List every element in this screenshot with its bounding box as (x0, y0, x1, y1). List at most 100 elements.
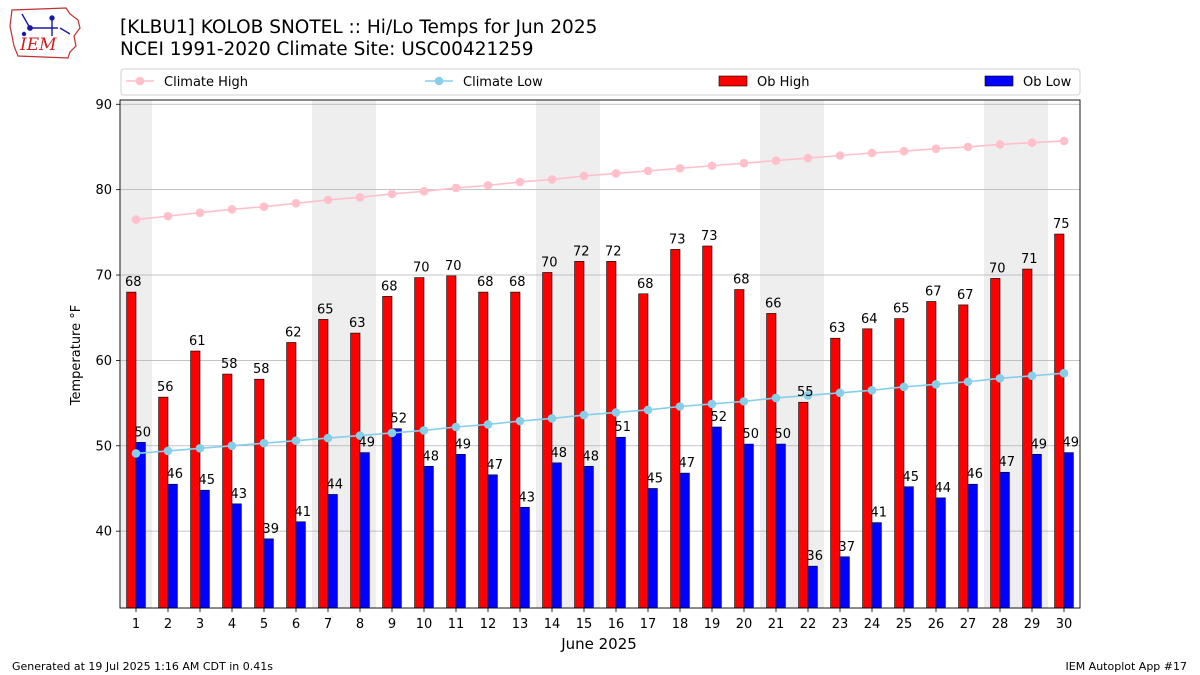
x-tick-label-1: 1 (132, 617, 140, 632)
ob-low-label-19: 52 (710, 410, 727, 425)
ob-low-label-6: 41 (294, 505, 311, 520)
ob-high-bar-19 (702, 245, 713, 609)
ob-high-label-13: 68 (509, 275, 526, 290)
x-tick-label-7: 7 (324, 617, 332, 632)
ob-low-label-2: 46 (166, 467, 183, 482)
ob-low-bar-23 (839, 556, 850, 609)
ob-high-bar-28 (990, 278, 1001, 609)
x-tick-label-15: 15 (576, 617, 593, 632)
x-tick-label-14: 14 (544, 617, 561, 632)
climate-low-point-18 (675, 402, 685, 411)
ob-high-label-28: 70 (989, 261, 1006, 276)
ob-high-label-4: 58 (221, 357, 238, 372)
ob-low-bar-2 (167, 483, 178, 609)
x-tick-label-20: 20 (736, 617, 753, 632)
ob-high-label-22: 55 (797, 385, 814, 400)
climate-low-point-1 (131, 449, 141, 458)
ob-low-bar-22 (807, 565, 818, 609)
climate-high-point-23 (835, 151, 845, 160)
ob-low-bar-28 (999, 471, 1010, 609)
climate-low-point-27 (963, 377, 973, 387)
climate-low-point-16 (611, 408, 621, 417)
climate-high-point-26 (931, 144, 941, 153)
ob-high-label-20: 68 (733, 273, 750, 288)
x-tick-label-18: 18 (672, 617, 689, 632)
ob-high-bar-26 (926, 301, 937, 609)
climate-high-point-22 (803, 153, 813, 163)
iem-logo: IEM (9, 7, 81, 59)
ob-low-bar-12 (487, 474, 498, 609)
climate-low-point-7 (323, 433, 333, 443)
ob-low-bar-24 (871, 522, 882, 609)
x-tick-label-9: 9 (388, 617, 396, 632)
ob-high-bar-15 (574, 261, 585, 609)
ob-low-bar-4 (231, 503, 242, 609)
ob-low-bar-13 (519, 506, 530, 609)
ob-low-label-24: 41 (870, 506, 887, 521)
climate-high-point-18 (675, 164, 685, 173)
ob-low-label-9: 52 (390, 412, 407, 427)
x-tick-label-29: 29 (1024, 617, 1041, 632)
ob-high-bar-14 (542, 272, 553, 609)
climate-low-point-9 (387, 428, 397, 438)
ob-low-bar-5 (263, 538, 274, 609)
ob-high-label-21: 66 (765, 296, 782, 311)
legend-ob-high-label: Ob High (757, 75, 810, 90)
y-tick-label-80: 80 (95, 183, 112, 198)
legend-climate-high-label: Climate High (164, 75, 248, 90)
ob-low-bar-3 (199, 489, 210, 609)
x-tick-label-23: 23 (832, 617, 849, 632)
ob-low-bar-27 (967, 483, 978, 609)
ob-low-label-26: 44 (934, 481, 951, 496)
y-axis-label: Temperature °F (69, 305, 84, 406)
climate-high-point-4 (227, 204, 237, 214)
climate-high-point-1 (131, 215, 141, 224)
ob-low-label-1: 50 (134, 425, 151, 440)
ob-high-label-30: 75 (1053, 217, 1070, 232)
ob-high-label-17: 68 (637, 277, 654, 292)
climate-low-point-5 (259, 438, 269, 448)
ob-high-label-24: 64 (861, 312, 878, 327)
ob-high-bar-30 (1054, 233, 1065, 609)
x-tick-label-8: 8 (356, 617, 364, 632)
ob-high-bar-12 (478, 291, 489, 609)
ob-high-label-8: 63 (349, 316, 366, 331)
ob-low-label-20: 50 (742, 427, 759, 442)
ob-high-label-5: 58 (253, 362, 270, 377)
climate-high-point-16 (611, 169, 621, 178)
ob-high-bar-9 (382, 296, 393, 609)
climate-high-point-29 (1027, 138, 1037, 147)
climate-low-point-17 (643, 405, 653, 415)
x-tick-label-10: 10 (416, 617, 433, 632)
legend-climate-low-label: Climate Low (463, 75, 543, 90)
ob-high-bar-22 (798, 401, 809, 609)
ob-low-bar-21 (775, 443, 786, 609)
climate-low-point-10 (419, 426, 429, 435)
ob-low-bar-15 (583, 465, 594, 609)
ob-low-label-15: 48 (582, 449, 599, 464)
climate-high-point-10 (419, 187, 429, 196)
x-tick-label-16: 16 (608, 617, 625, 632)
x-tick-label-30: 30 (1056, 617, 1073, 632)
ob-high-bar-6 (286, 342, 297, 609)
ob-high-label-9: 68 (381, 279, 398, 294)
x-tick-label-19: 19 (704, 617, 721, 632)
ob-high-label-10: 70 (413, 261, 430, 276)
x-tick-label-22: 22 (800, 617, 817, 632)
climate-high-point-28 (995, 140, 1005, 149)
ob-high-bar-24 (862, 328, 873, 609)
climate-high-point-11 (451, 183, 461, 193)
y-tick-label-40: 40 (95, 525, 112, 540)
ob-high-bar-8 (350, 332, 361, 609)
climate-high-point-25 (899, 146, 909, 156)
ob-low-label-14: 48 (550, 446, 567, 461)
climate-high-point-27 (963, 142, 973, 152)
climate-high-point-13 (515, 177, 525, 187)
ob-high-bar-5 (254, 378, 265, 609)
ob-low-label-23: 37 (838, 540, 855, 555)
ob-low-bar-1 (135, 442, 146, 609)
ob-high-bar-25 (894, 318, 905, 609)
ob-low-label-30: 49 (1062, 436, 1079, 451)
climate-high-point-9 (387, 189, 397, 199)
